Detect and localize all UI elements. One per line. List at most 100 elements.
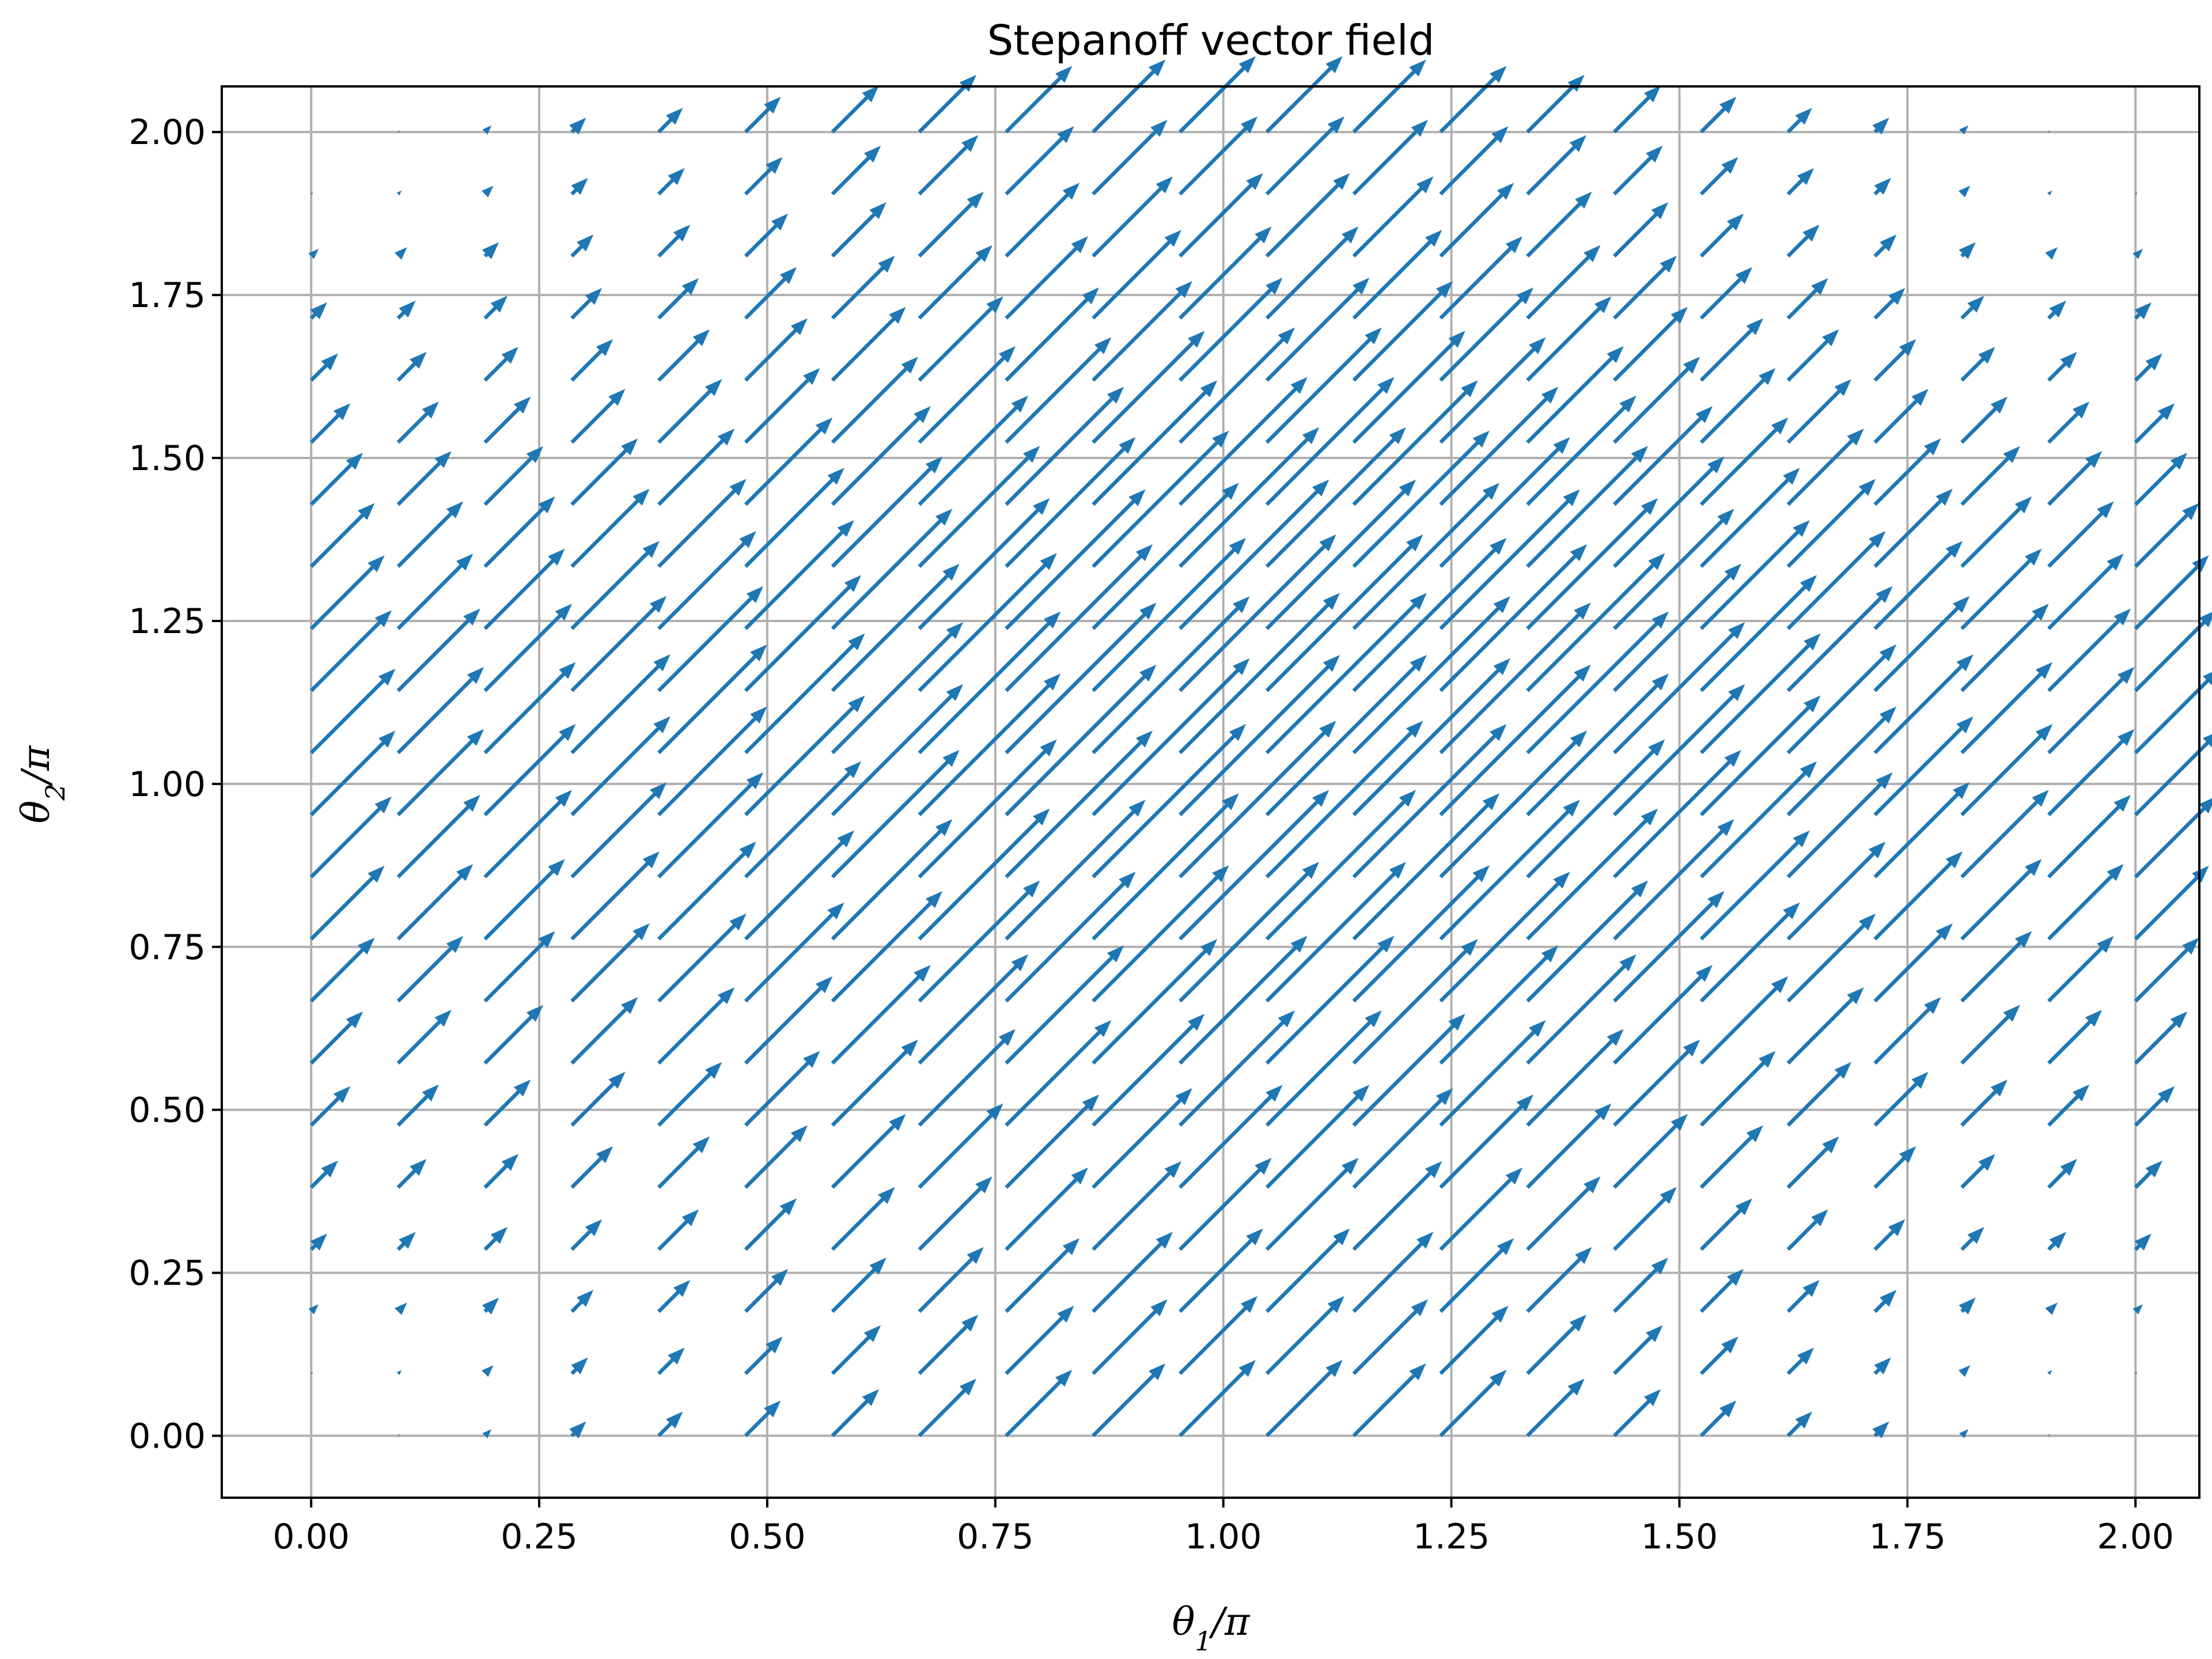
field-arrow-shape bbox=[483, 1154, 518, 1189]
field-arrow bbox=[2048, 130, 2051, 133]
field-arrow-shape bbox=[744, 267, 797, 320]
field-arrow-shape bbox=[1699, 368, 1776, 444]
field-arrow-shape bbox=[1265, 327, 1382, 444]
field-arrow bbox=[1265, 862, 1406, 1003]
field-arrow bbox=[831, 145, 881, 196]
field-arrow bbox=[744, 1336, 783, 1375]
field-arrow bbox=[918, 74, 977, 134]
field-arrow-shape bbox=[1526, 808, 1658, 941]
field-arrow bbox=[1873, 851, 1963, 941]
field-arrow bbox=[744, 761, 862, 878]
field-arrow-shape bbox=[483, 1005, 544, 1065]
field-arrow bbox=[1873, 339, 1916, 382]
field-arrow-shape bbox=[309, 555, 385, 630]
field-arrow bbox=[831, 891, 943, 1003]
field-arrow-shape bbox=[1179, 226, 1272, 320]
field-arrow-shape bbox=[831, 965, 931, 1065]
field-arrow-shape bbox=[1005, 872, 1136, 1003]
field-arrow-shape bbox=[657, 379, 722, 444]
field-arrow-shape bbox=[744, 1051, 820, 1127]
field-arrow bbox=[483, 548, 565, 630]
field-arrow-shape bbox=[918, 498, 1050, 630]
field-arrow-shape bbox=[1005, 800, 1146, 941]
field-arrow bbox=[2047, 351, 2077, 382]
field-arrow bbox=[1873, 654, 1974, 755]
field-arrow-shape bbox=[1005, 1305, 1074, 1375]
field-arrow bbox=[1005, 1238, 1080, 1313]
field-arrow bbox=[831, 819, 953, 941]
field-arrow-shape bbox=[657, 913, 747, 1003]
field-arrow-shape bbox=[396, 351, 427, 382]
field-arrow-shape bbox=[2047, 351, 2077, 382]
field-arrow bbox=[1439, 800, 1580, 941]
field-arrow bbox=[1786, 1411, 1812, 1437]
field-arrow bbox=[394, 1302, 407, 1315]
field-arrow bbox=[310, 1372, 313, 1374]
field-arrow bbox=[744, 468, 844, 568]
field-arrow bbox=[2047, 1158, 2077, 1189]
field-arrow-shape bbox=[1439, 945, 1559, 1065]
field-arrow bbox=[744, 830, 854, 941]
field-arrow bbox=[1873, 1219, 1906, 1251]
field-arrow bbox=[309, 610, 392, 692]
field-arrow bbox=[1873, 488, 1953, 568]
field-arrow bbox=[918, 1103, 1003, 1189]
field-arrow-shape bbox=[918, 1247, 984, 1313]
field-arrow-shape bbox=[483, 931, 555, 1003]
field-arrow bbox=[570, 997, 638, 1065]
field-arrow bbox=[918, 553, 1057, 692]
field-arrow bbox=[570, 339, 613, 382]
field-arrow-shape bbox=[744, 417, 833, 506]
field-arrow bbox=[2134, 555, 2209, 630]
field-arrow bbox=[1005, 544, 1153, 692]
field-arrow-shape bbox=[396, 1084, 439, 1127]
field-arrow-shape bbox=[309, 1160, 338, 1189]
field-arrow-shape bbox=[570, 1357, 588, 1375]
field-arrow bbox=[1439, 337, 1546, 444]
field-arrow bbox=[918, 808, 1050, 941]
field-arrow bbox=[396, 351, 427, 382]
field-arrow bbox=[1439, 126, 1509, 196]
field-arrow bbox=[1699, 96, 1737, 134]
field-arrow bbox=[1179, 1228, 1263, 1313]
field-arrow-shape bbox=[2047, 608, 2131, 692]
field-arrow bbox=[2047, 608, 2131, 692]
field-arrow-shape bbox=[657, 278, 699, 320]
field-arrow bbox=[1005, 1094, 1099, 1189]
field-arrow-shape bbox=[918, 808, 1050, 941]
field-arrow-shape bbox=[2047, 300, 2066, 320]
vector-field-arrows bbox=[308, 56, 2212, 1438]
field-arrow-shape bbox=[309, 668, 396, 755]
field-arrow bbox=[918, 611, 1061, 755]
field-arrow bbox=[1526, 739, 1665, 878]
field-arrow bbox=[570, 1146, 613, 1189]
field-arrow-shape bbox=[1439, 1305, 1509, 1375]
field-arrow-shape bbox=[1873, 654, 1974, 755]
field-arrow bbox=[482, 1429, 492, 1438]
field-arrow bbox=[1699, 1268, 1744, 1313]
field-arrow bbox=[657, 1347, 685, 1375]
field-arrow-shape bbox=[1699, 976, 1789, 1065]
y-tick-label: 0.25 bbox=[128, 1253, 206, 1294]
field-arrow-shape bbox=[1613, 1325, 1663, 1375]
field-arrow bbox=[1613, 563, 1741, 692]
field-arrow bbox=[2134, 453, 2188, 506]
field-arrow-shape bbox=[1699, 157, 1738, 196]
field-arrow-shape bbox=[918, 395, 1028, 506]
field-arrow-shape bbox=[744, 902, 844, 1003]
field-arrow-shape bbox=[918, 296, 1003, 382]
field-arrow-shape bbox=[1960, 931, 2032, 1003]
field-arrow-shape bbox=[831, 85, 879, 134]
field-arrow bbox=[1960, 724, 2053, 816]
field-arrow-shape bbox=[1699, 96, 1737, 134]
field-arrow-shape bbox=[831, 255, 895, 320]
field-arrow bbox=[1005, 730, 1153, 878]
field-arrow bbox=[1786, 1280, 1820, 1313]
field-arrow bbox=[1699, 213, 1744, 258]
field-arrow bbox=[1699, 368, 1776, 444]
field-arrow-shape bbox=[1699, 575, 1817, 692]
field-arrow-shape bbox=[657, 168, 685, 196]
field-arrow bbox=[2048, 1434, 2051, 1437]
field-arrow bbox=[396, 1370, 402, 1376]
field-arrow-shape bbox=[2134, 865, 2209, 941]
